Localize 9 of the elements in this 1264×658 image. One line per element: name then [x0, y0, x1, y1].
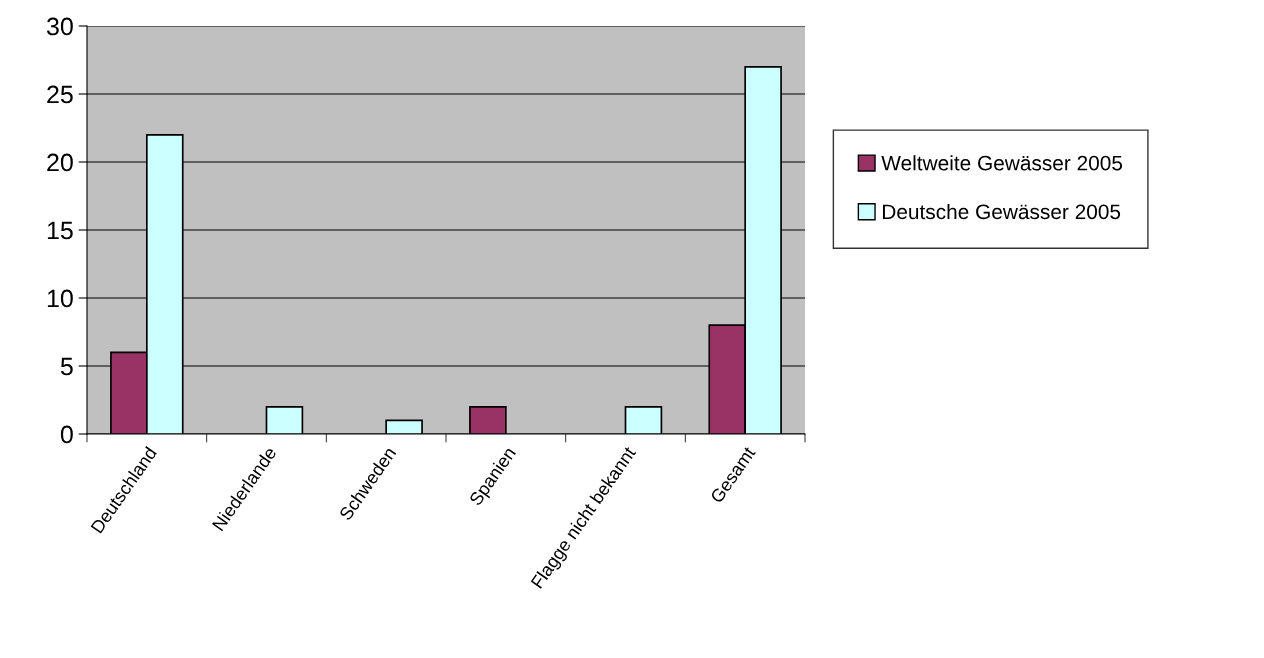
legend-label: Weltweite Gewässer 2005 [881, 155, 1123, 171]
y-tick-label: 25 [47, 85, 73, 104]
y-tick-label: 10 [47, 289, 73, 308]
y-tick-label: 20 [47, 153, 73, 172]
y-tick-label: 5 [60, 357, 73, 376]
y-tick-label: 15 [47, 221, 73, 240]
legend-label: Deutsche Gewässer 2005 [882, 203, 1121, 220]
y-tick-label: 0 [60, 425, 73, 444]
y-tick-label: 30 [46, 17, 73, 36]
